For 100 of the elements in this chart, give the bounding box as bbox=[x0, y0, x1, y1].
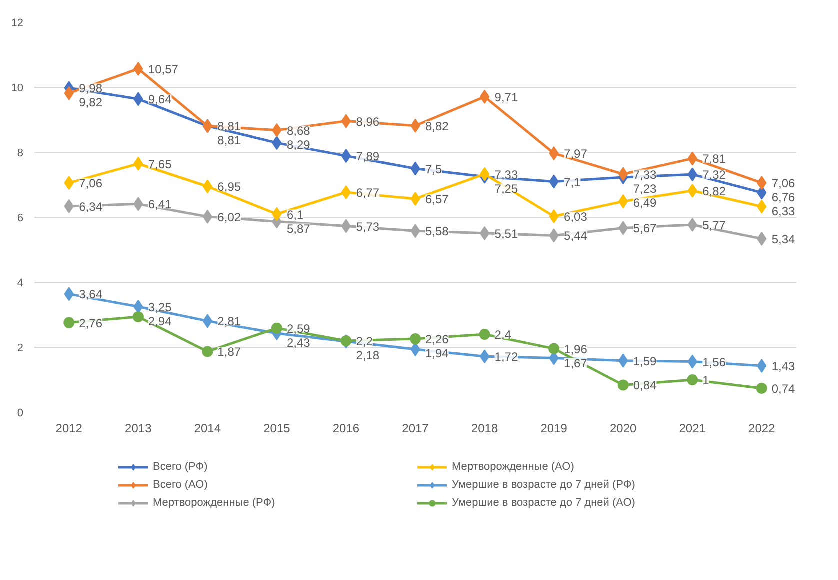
data-label: 6,95 bbox=[218, 180, 242, 194]
data-label: 9,98 bbox=[79, 82, 103, 96]
point bbox=[618, 354, 628, 368]
data-label: 7,32 bbox=[702, 168, 726, 182]
x-tick-label: 2021 bbox=[679, 422, 706, 436]
data-label: 7,23 bbox=[633, 182, 657, 196]
data-label: 8,82 bbox=[426, 119, 450, 134]
data-label: 0,84 bbox=[633, 378, 657, 393]
point bbox=[202, 314, 213, 328]
point bbox=[340, 336, 352, 346]
data-label: 5,58 bbox=[426, 224, 450, 239]
data-label: 5,73 bbox=[356, 220, 380, 234]
data-label: 2,81 bbox=[218, 314, 242, 329]
data-label: 6,82 bbox=[702, 184, 726, 198]
legend-label: Умершие в возрасте до 7 дней (АО) bbox=[452, 496, 636, 510]
data-label: 2,18 bbox=[356, 348, 380, 362]
point bbox=[202, 180, 213, 194]
data-label: 3,64 bbox=[79, 288, 103, 302]
data-label: 5,44 bbox=[564, 229, 588, 244]
point bbox=[341, 219, 352, 234]
x-tick-label: 2015 bbox=[264, 422, 291, 436]
data-label: 1,59 bbox=[633, 354, 657, 368]
data-label: 6,1 bbox=[286, 208, 304, 222]
data-label: 7,25 bbox=[494, 182, 518, 196]
legend-label: Мертворожденные (АО) bbox=[452, 460, 576, 474]
data-label: 1,96 bbox=[564, 342, 588, 356]
data-label: 10,57 bbox=[148, 62, 179, 76]
point bbox=[341, 185, 352, 200]
data-label: 6,33 bbox=[772, 204, 796, 219]
data-label: 1 bbox=[702, 374, 710, 388]
data-label: 9,71 bbox=[494, 90, 518, 104]
point bbox=[341, 149, 352, 164]
data-label: 1,72 bbox=[494, 350, 518, 364]
data-label: 7,89 bbox=[356, 150, 380, 164]
data-label: 5,34 bbox=[772, 232, 796, 246]
data-label: 1,87 bbox=[218, 345, 242, 360]
x-tick-label: 2022 bbox=[748, 422, 776, 436]
data-label: 8,29 bbox=[286, 138, 311, 152]
data-label: 9,82 bbox=[79, 96, 103, 110]
point bbox=[271, 322, 282, 334]
y-tick-label: 8 bbox=[17, 148, 24, 160]
data-label: 8,68 bbox=[286, 124, 311, 138]
data-label: 2,94 bbox=[148, 314, 172, 328]
data-label: 7,33 bbox=[494, 168, 518, 182]
data-label: 2,2 bbox=[356, 334, 374, 348]
data-label: 6,41 bbox=[148, 198, 172, 212]
data-label: 7,65 bbox=[148, 157, 172, 172]
data-label: 2,4 bbox=[494, 328, 512, 342]
data-label: 1,67 bbox=[564, 356, 588, 370]
y-tick-label: 2 bbox=[17, 342, 24, 354]
point bbox=[756, 382, 768, 394]
point bbox=[341, 114, 352, 128]
point bbox=[202, 346, 214, 358]
data-label: 6,49 bbox=[633, 196, 657, 210]
data-label: 9,64 bbox=[148, 92, 172, 107]
data-label: 5,77 bbox=[702, 218, 726, 232]
point bbox=[618, 380, 629, 391]
data-label: 2,59 bbox=[286, 322, 311, 336]
data-label: 8,81 bbox=[218, 120, 242, 134]
data-label: 0,74 bbox=[772, 382, 796, 396]
data-label: 2,76 bbox=[79, 316, 103, 330]
point bbox=[618, 167, 628, 182]
legend-label: Всего (АО) bbox=[153, 478, 209, 492]
data-label: 7,06 bbox=[772, 176, 796, 191]
y-tick-label: 12 bbox=[11, 18, 24, 30]
data-label: 6,02 bbox=[218, 210, 242, 224]
data-label: 3,25 bbox=[148, 300, 172, 314]
x-tick-label: 2014 bbox=[194, 422, 222, 436]
x-tick-label: 2017 bbox=[402, 422, 430, 436]
x-tick-label: 2013 bbox=[125, 422, 152, 436]
point bbox=[202, 210, 213, 224]
data-label: 7,1 bbox=[564, 175, 582, 190]
data-label: 2,43 bbox=[286, 336, 311, 350]
x-tick-label: 2019 bbox=[540, 422, 568, 436]
y-tick-label: 10 bbox=[11, 82, 24, 94]
legend-label: Умершие в возрасте до 7 дней (РФ) bbox=[452, 478, 636, 492]
y-tick-label: 0 bbox=[17, 408, 24, 420]
point bbox=[480, 226, 490, 240]
data-label: 1,94 bbox=[426, 346, 450, 361]
point bbox=[687, 374, 698, 386]
point bbox=[548, 343, 560, 354]
y-tick-label: 4 bbox=[17, 278, 24, 290]
point bbox=[410, 334, 421, 345]
legend-label: Всего (РФ) bbox=[153, 460, 209, 474]
point bbox=[480, 350, 490, 364]
data-label: 5,67 bbox=[633, 222, 657, 236]
legend-label: Мертворожденные (РФ) bbox=[153, 496, 276, 510]
point bbox=[480, 90, 490, 104]
data-label: 5,51 bbox=[494, 226, 518, 241]
data-label: 2,26 bbox=[426, 332, 450, 347]
data-label: 1,56 bbox=[702, 355, 726, 370]
y-tick-label: 6 bbox=[17, 212, 24, 224]
x-tick-label: 2012 bbox=[56, 422, 83, 436]
point bbox=[618, 194, 628, 209]
point bbox=[132, 311, 144, 322]
data-label: 7,97 bbox=[564, 146, 588, 161]
data-label: 6,03 bbox=[564, 210, 588, 224]
data-label: 1,43 bbox=[772, 360, 796, 374]
point bbox=[480, 167, 490, 182]
x-tick-label: 2016 bbox=[332, 422, 360, 436]
